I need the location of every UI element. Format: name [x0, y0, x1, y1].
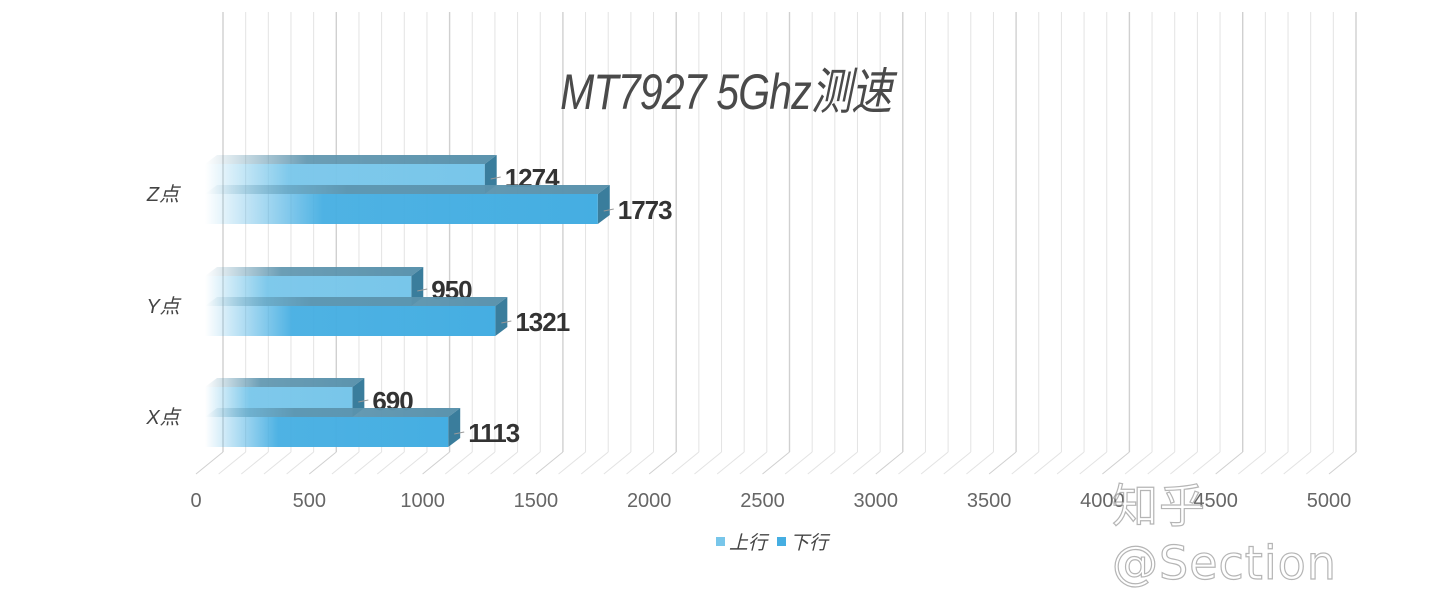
- bar-down: 1113: [205, 408, 521, 448]
- category-label: X点: [145, 407, 181, 429]
- legend-label-up: 上行: [729, 533, 768, 554]
- data-label: 1773: [618, 195, 672, 225]
- legend-label-down: 下行: [790, 533, 829, 554]
- x-tick-label: 1000: [400, 490, 445, 512]
- legend-item-down[interactable]: 下行: [777, 528, 828, 555]
- legend-swatch-up: [716, 537, 725, 546]
- watermark: 知乎 @Section: [1111, 478, 1337, 590]
- legend-swatch-down: [777, 537, 787, 546]
- chart-title: MT7927 5Ghz测速: [560, 64, 892, 120]
- x-tick-label: 1500: [514, 490, 559, 512]
- legend-item-up[interactable]: 上行: [716, 528, 767, 555]
- x-tick-label: 4500: [1193, 490, 1238, 512]
- bar-down: 1773: [205, 185, 673, 225]
- data-label: 1113: [468, 418, 520, 448]
- category-label: Y点: [146, 296, 181, 318]
- gridlines: [195, 12, 1357, 475]
- bar-down: 1321: [205, 297, 571, 337]
- bar-chart: 0 500 1000 1500 2000 2500 3000 3500 4000 4500 5000…: [145, 12, 1357, 590]
- x-tick-label: 3000: [854, 490, 899, 512]
- chart-legend: 上行 下行: [716, 528, 828, 555]
- chart-plot-area: 0 500 1000 1500 2000 2500 3000 3500 4000 4500 5000…: [145, 12, 1357, 512]
- x-tick-label: 5000: [1307, 490, 1352, 512]
- x-tick-label: 4000: [1080, 490, 1125, 512]
- category-label: Z点: [146, 184, 181, 206]
- x-tick-label: 0: [190, 490, 201, 512]
- x-tick-label: 2000: [627, 490, 672, 512]
- x-tick-label: 500: [293, 490, 326, 512]
- x-tick-label: 2500: [740, 490, 785, 512]
- x-tick-label: 3500: [967, 490, 1012, 512]
- data-label: 1321: [515, 307, 569, 337]
